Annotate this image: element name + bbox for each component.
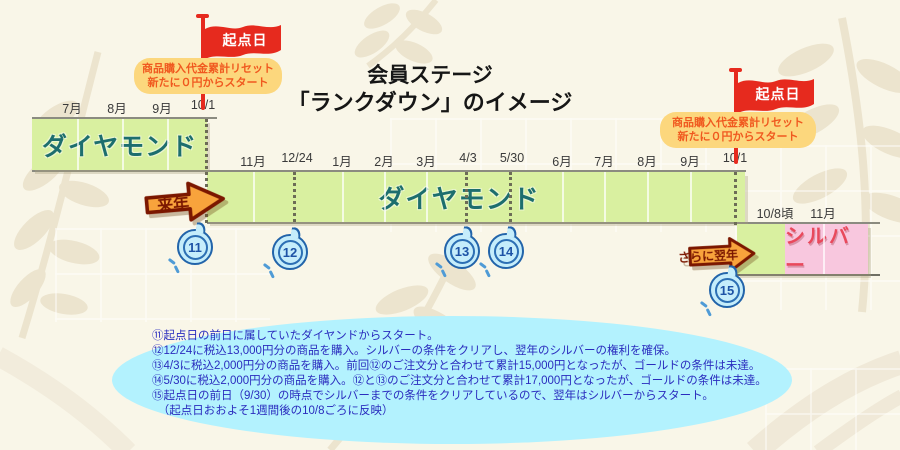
- reset-note-line1: 商品購入代金累計リセット: [142, 63, 274, 75]
- year-after-arrow-label: さらに翌年: [677, 247, 739, 265]
- dotted-marker-5-30: [509, 172, 512, 222]
- month-label: 10/8頃: [756, 207, 794, 221]
- diamond-bar-year2: ダイヤモンド: [207, 172, 745, 222]
- start-date-flag: 起点日: [738, 76, 814, 113]
- diamond-bar-year1: ダイヤモンド: [32, 119, 207, 170]
- step-bubble-11: 11: [177, 221, 213, 265]
- note-line-15: ⑮起点日の前日（9/30）の時点でシルバーまでの条件をクリアしているので、翌年は…: [152, 389, 714, 402]
- step-bubble-12: 12: [272, 226, 308, 270]
- step-bubble-number: 15: [714, 277, 740, 303]
- note-line-12: ⑫12/24に税込13,000円分の商品を購入。シルバーの条件をクリアし、翌年の…: [152, 344, 676, 357]
- next-year-arrow-label: 来年: [156, 195, 190, 216]
- month-label: 9月: [680, 155, 700, 169]
- reset-note-box: 商品購入代金累計リセット 新たに０円からスタート: [660, 112, 816, 148]
- step-bubble-number: 12: [277, 239, 303, 265]
- silver-bar: シルバー: [785, 224, 868, 277]
- background-grid: [55, 228, 270, 322]
- month-label: 6月: [552, 155, 572, 169]
- dotted-marker-4-3: [465, 172, 468, 222]
- right-arrow-icon: [688, 237, 756, 273]
- month-gridline: [690, 172, 692, 222]
- reset-note-line1: 商品購入代金累計リセット: [672, 117, 804, 129]
- reset-note-box: 商品購入代金累計リセット 新たに０円からスタート: [134, 58, 282, 94]
- month-label: 5/30: [499, 151, 525, 165]
- month-gridline: [426, 172, 428, 222]
- timeline-axis-row3-bottom: [736, 274, 880, 276]
- timeline-axis-row3: [207, 222, 880, 224]
- month-gridline: [342, 172, 344, 222]
- month-label: 4/3: [459, 151, 477, 165]
- timeline-axis-row2: [32, 170, 746, 172]
- reset-note-line2: 新たに０円からスタート: [677, 131, 799, 143]
- month-label: 12/24: [281, 151, 313, 165]
- month-gridline: [384, 172, 386, 222]
- start-date-flag-label: 起点日: [222, 32, 268, 48]
- right-arrow-icon: [144, 181, 225, 222]
- start-date-flag-label: 起点日: [755, 86, 801, 102]
- silver-bar-label: シルバー: [785, 226, 851, 277]
- step-bubble-number: 14: [493, 238, 519, 264]
- dotted-marker-12-24: [293, 172, 296, 222]
- month-gridline: [77, 119, 79, 170]
- month-label: 7月: [594, 155, 614, 169]
- step-bubble-number: 11: [182, 234, 208, 260]
- note-line-11: ⑪起点日の前日に属していたダイヤンドからスタート。: [152, 330, 439, 342]
- month-label: 11月: [810, 207, 836, 221]
- dotted-marker-10-1: [205, 119, 208, 223]
- month-label: 9月: [152, 102, 172, 116]
- step-bubble-number: 13: [449, 238, 475, 264]
- month-label: 8月: [637, 155, 657, 169]
- month-label: 1月: [332, 155, 352, 169]
- flag-pole-cap: [729, 68, 742, 72]
- next-year-arrow: 来年: [142, 176, 228, 229]
- month-label: 3月: [416, 155, 436, 169]
- page-title-line1: 会員ステージ: [367, 64, 493, 87]
- notes-balloon: ⑪起点日の前日に属していたダイヤンドからスタート。 ⑫12/24に税込13,00…: [112, 316, 792, 444]
- note-line-14: ⑭5/30に税込2,000円分の商品を購入。⑫と⑬のご注文分と合わせて累計17,…: [152, 374, 767, 387]
- month-label: 8月: [107, 102, 127, 116]
- month-gridline: [122, 119, 124, 170]
- step-bubble-15: 15: [709, 264, 745, 308]
- dotted-marker-10-1-second: [734, 172, 737, 225]
- page-title: 会員ステージ 「ランクダウン」のイメージ: [250, 63, 610, 116]
- flag-icon: [205, 25, 281, 59]
- diamond-bar-label: ダイヤモンド: [41, 132, 198, 161]
- step-bubble-14: 14: [488, 225, 524, 269]
- month-gridline: [167, 119, 169, 170]
- month-label: 2月: [374, 155, 394, 169]
- flag-icon: [738, 79, 814, 113]
- month-gridline: [562, 172, 564, 222]
- month-gridline: [253, 172, 255, 222]
- note-line-13: ⑬4/3に税込2,000円分の商品を購入。前回⑫のご注文分と合わせて累計15,0…: [152, 359, 761, 372]
- flag-pole-cap: [196, 14, 209, 18]
- note-line-15b: （起点日おおよそ1週間後の10/8ごろに反映）: [152, 404, 394, 417]
- reset-note-line2: 新たに０円からスタート: [147, 77, 269, 89]
- month-label: 11月: [240, 155, 266, 169]
- month-label: 7月: [62, 102, 82, 116]
- timeline-axis-row1: [32, 117, 217, 119]
- year-after-arrow: さらに翌年: [674, 234, 770, 277]
- notes-text: ⑪起点日の前日に属していたダイヤンドからスタート。 ⑫12/24に税込13,00…: [152, 329, 778, 418]
- diamond-bar-label: ダイヤモンド: [378, 183, 540, 214]
- month-gridline: [604, 172, 606, 222]
- page-title-line2: 「ランクダウン」のイメージ: [287, 90, 573, 115]
- step-bubble-13: 13: [444, 225, 480, 269]
- start-date-flag: 起点日: [205, 22, 281, 59]
- month-gridline: [823, 224, 825, 274]
- month-gridline: [647, 172, 649, 222]
